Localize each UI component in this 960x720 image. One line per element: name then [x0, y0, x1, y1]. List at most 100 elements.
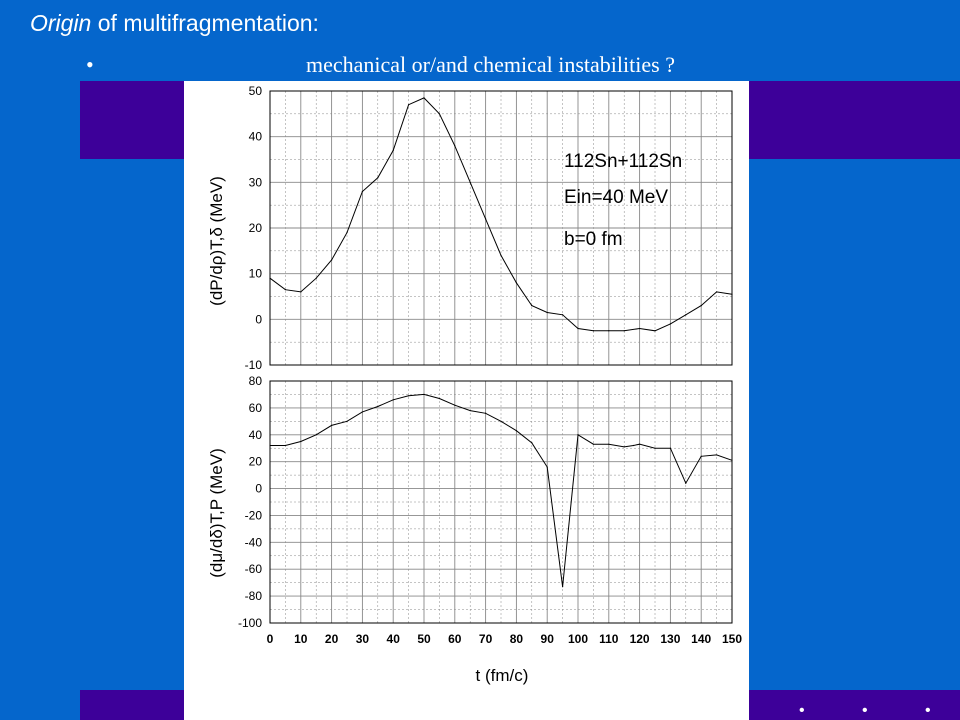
y-tick-label: -40: [245, 535, 263, 549]
data-point: [469, 409, 471, 412]
data-point: [346, 231, 348, 234]
data-point: [546, 466, 548, 468]
y-tick-label: 0: [255, 312, 262, 326]
data-point: [639, 443, 641, 445]
data-point: [592, 330, 594, 332]
y-tick-label: -80: [245, 589, 263, 603]
data-point: [485, 412, 487, 414]
x-tick-label: 90: [541, 632, 555, 646]
data-point: [284, 289, 286, 291]
data-point: [669, 447, 671, 449]
data-point: [500, 420, 502, 422]
series-line: [270, 393, 733, 587]
y-axis-label-top: (dP/dρ)T,δ (MeV): [207, 176, 226, 306]
plot-frame: [269, 90, 733, 366]
data-point: [331, 259, 333, 261]
x-tick-label: 80: [510, 632, 524, 646]
data-point: [623, 446, 625, 448]
x-tick-label: 40: [387, 632, 401, 646]
data-point: [331, 424, 333, 426]
data-point: [639, 327, 641, 330]
data-point: [562, 314, 564, 316]
y-tick-label: 20: [249, 455, 263, 469]
data-point: [515, 430, 517, 432]
x-tick-label: 120: [630, 632, 650, 646]
data-point: [716, 291, 718, 293]
y-tick-label: -60: [245, 562, 263, 576]
data-point: [700, 455, 702, 457]
y-axis-label-bottom: (dμ/dδ)T,P (MeV): [207, 448, 226, 577]
data-point: [454, 145, 456, 147]
y-tick-label: -20: [245, 508, 263, 522]
x-tick-label: 10: [294, 632, 308, 646]
data-point: [700, 305, 702, 307]
x-tick-label: 150: [722, 632, 742, 646]
subtitle-text: mechanical or/and chemical instabilities…: [306, 52, 675, 77]
x-tick-label: 140: [691, 632, 711, 646]
x-tick-label: 60: [448, 632, 462, 646]
data-point: [377, 177, 379, 179]
annotation-impact: b=0 fm: [564, 229, 623, 250]
data-point: [500, 254, 502, 256]
decorative-dot-3: •: [925, 702, 931, 719]
data-point: [562, 586, 564, 588]
chart-figure: 50403020100-10806040200-20-40-60-80-1000…: [207, 84, 742, 685]
data-point: [346, 420, 348, 422]
data-point: [623, 330, 625, 332]
data-point: [315, 277, 317, 279]
x-tick-label: 110: [599, 632, 619, 646]
data-point: [392, 149, 394, 151]
data-point: [577, 327, 579, 330]
data-point: [438, 397, 440, 400]
data-point: [361, 190, 363, 193]
data-point: [454, 404, 456, 406]
title-italic-word: Origin: [30, 10, 92, 36]
data-point: [269, 444, 271, 447]
plot-frame: [269, 380, 733, 624]
data-point: [438, 113, 440, 115]
annotation-reaction: 112Sn+112Sn: [564, 151, 682, 172]
data-point: [592, 443, 594, 445]
y-tick-label: 20: [249, 221, 263, 235]
data-point: [531, 305, 533, 307]
data-point: [654, 330, 656, 332]
x-tick-label: 100: [568, 632, 588, 646]
y-tick-label: 40: [249, 428, 263, 442]
data-point: [423, 97, 425, 99]
data-point: [423, 393, 425, 396]
data-point: [731, 459, 733, 461]
data-point: [300, 440, 302, 443]
x-tick-label: 20: [325, 632, 339, 646]
data-point: [685, 314, 687, 316]
data-point: [469, 181, 471, 183]
data-point: [632, 444, 635, 447]
data-point: [269, 277, 271, 279]
x-tick-label: 30: [356, 632, 370, 646]
x-axis-label: t (fm/c): [476, 666, 529, 685]
bullet-icon: •: [86, 52, 94, 77]
data-point: [377, 405, 379, 408]
y-tick-label: 80: [249, 374, 263, 388]
data-point: [300, 291, 302, 293]
data-point: [392, 399, 394, 401]
decorative-dot-2: •: [862, 702, 868, 719]
data-point: [408, 395, 410, 397]
data-point: [654, 447, 656, 449]
data-point: [284, 444, 286, 447]
x-tick-label: 70: [479, 632, 493, 646]
data-point: [408, 104, 410, 106]
data-point: [485, 218, 487, 220]
y-tick-label: 10: [249, 267, 263, 281]
data-point: [716, 454, 718, 456]
y-tick-label: 60: [249, 401, 263, 415]
data-point: [515, 282, 517, 284]
plot-panel: 50 40 30 20 10 0 -10 80 60 40 20 0 -20 -40 -60 -80 -100 0…: [184, 81, 749, 720]
annotation-energy: Ein=40 MeV: [564, 187, 668, 208]
data-point: [546, 311, 548, 314]
data-point: [577, 434, 579, 436]
slide-subtitle: • mechanical or/and chemical instabilitie…: [86, 52, 675, 78]
data-point: [608, 443, 610, 445]
title-rest: of multifragmentation:: [97, 10, 319, 36]
data-point: [685, 482, 687, 484]
x-tick-label: 0: [267, 632, 274, 646]
